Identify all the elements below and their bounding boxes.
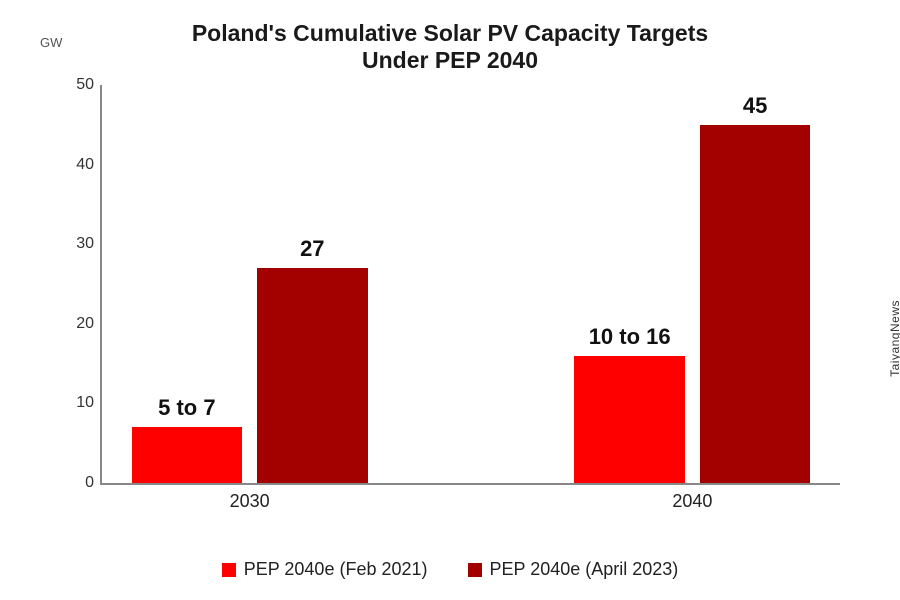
ytick-label: 10 [76, 394, 94, 412]
chart-title-line2: Under PEP 2040 [40, 47, 860, 74]
bar: 45 [700, 125, 811, 483]
bar: 10 to 16 [574, 356, 685, 483]
bar-value-label: 10 to 16 [589, 324, 671, 350]
bar-value-label: 5 to 7 [158, 395, 215, 421]
ytick-label: 20 [76, 315, 94, 333]
chart-container: Poland's Cumulative Solar PV Capacity Ta… [40, 15, 860, 585]
plot-area: 01020304050203020405 to 72710 to 1645 [100, 85, 840, 485]
legend-label-0: PEP 2040e (Feb 2021) [244, 559, 428, 580]
bar-value-label: 45 [743, 93, 767, 119]
bar-value-label: 27 [300, 236, 324, 262]
legend-item-1: PEP 2040e (April 2023) [468, 559, 679, 580]
legend: PEP 2040e (Feb 2021) PEP 2040e (April 20… [40, 559, 860, 580]
source-credit: TaiyangNews [888, 300, 900, 377]
ytick-label: 50 [76, 76, 94, 94]
ytick-label: 30 [76, 235, 94, 253]
legend-swatch-1 [468, 563, 482, 577]
legend-label-1: PEP 2040e (April 2023) [490, 559, 679, 580]
bar: 5 to 7 [132, 427, 243, 483]
chart-title-line1: Poland's Cumulative Solar PV Capacity Ta… [40, 20, 860, 47]
bar: 27 [257, 268, 368, 483]
yaxis-label: GW [40, 35, 62, 50]
ytick-label: 40 [76, 156, 94, 174]
xtick-label: 2030 [230, 491, 270, 512]
ytick-label: 0 [85, 474, 94, 492]
legend-item-0: PEP 2040e (Feb 2021) [222, 559, 428, 580]
xtick-label: 2040 [672, 491, 712, 512]
chart-title: Poland's Cumulative Solar PV Capacity Ta… [40, 20, 860, 74]
legend-swatch-0 [222, 563, 236, 577]
